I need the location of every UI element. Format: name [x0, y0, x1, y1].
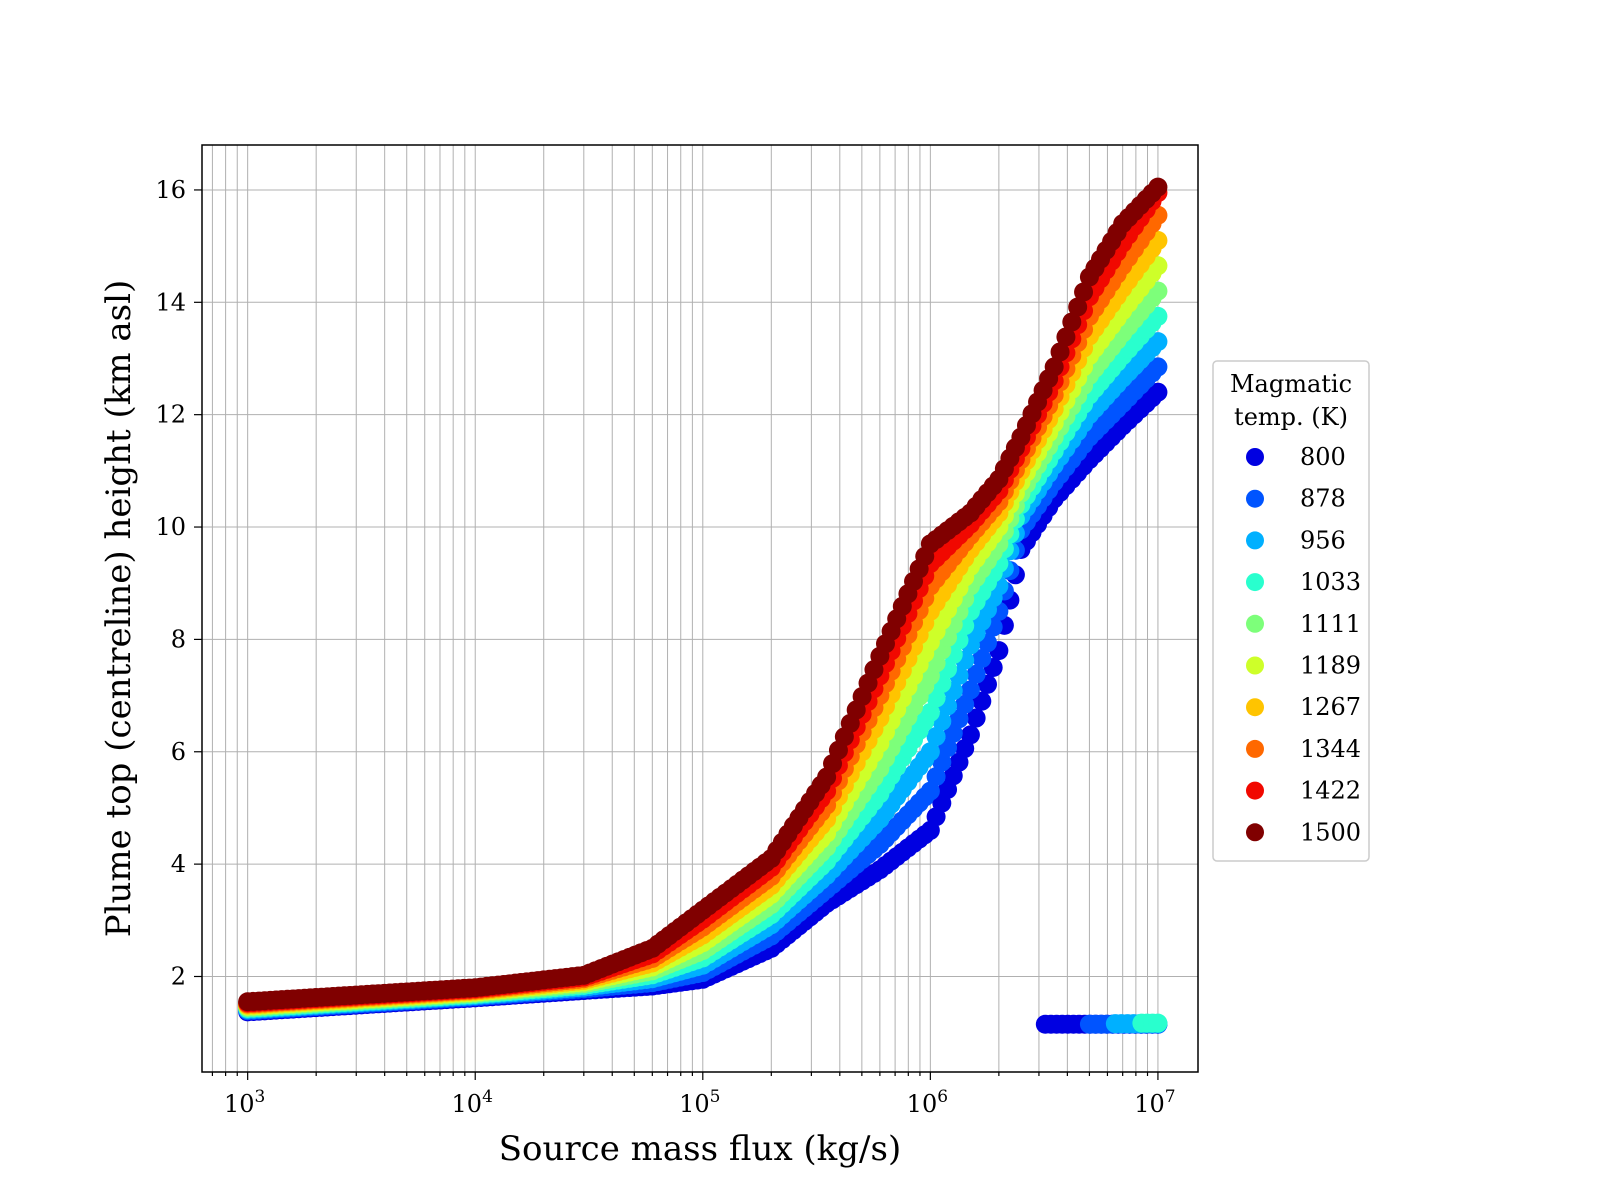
legend: Magmatic temp. (K) 800 878 956 1033 1111 1189… — [1212, 360, 1370, 862]
data-point — [926, 688, 946, 708]
data-point — [920, 702, 940, 722]
legend-label: 1189 — [1300, 652, 1361, 680]
y-axis-label: Plume top (centreline) height (km asl) — [99, 280, 139, 938]
legend-marker — [1246, 781, 1264, 800]
data-point — [1148, 357, 1168, 377]
x-tick-label: 104 — [452, 1087, 493, 1118]
x-tick-label: 103 — [224, 1087, 265, 1118]
data-point — [1148, 1013, 1168, 1033]
data-point — [966, 708, 986, 728]
legend-marker — [1246, 698, 1264, 717]
x-tick-label: 107 — [1134, 1087, 1175, 1118]
data-point — [943, 723, 963, 743]
legend-entries: 800 878 956 1033 1111 1189 1267 1344 1422 1500 — [1246, 443, 1361, 846]
data-point — [960, 680, 980, 700]
legend-marker — [1246, 448, 1264, 466]
legend-marker — [1246, 531, 1264, 550]
data-point — [1148, 332, 1168, 352]
legend-label: 800 — [1300, 443, 1346, 471]
x-axis-label: Source mass flux (kg/s) — [499, 1129, 901, 1169]
data-point — [926, 727, 946, 747]
legend-title: Magmatic — [1230, 370, 1352, 398]
data-points — [238, 177, 1168, 1034]
legend-label: 1500 — [1300, 818, 1361, 846]
data-point — [955, 694, 975, 714]
y-tick-label: 12 — [155, 401, 186, 429]
data-point — [966, 664, 986, 684]
data-point — [1056, 327, 1076, 347]
y-tick-label: 16 — [155, 176, 186, 204]
axis-ticks: 103 104 105 106 107 2 4 6 8 10 12 14 16 — [155, 176, 1175, 1118]
data-point — [972, 649, 992, 668]
legend-marker — [1246, 739, 1264, 758]
legend-label: 1033 — [1300, 568, 1361, 596]
legend-label: 956 — [1300, 526, 1346, 554]
y-tick-label: 4 — [171, 850, 186, 878]
legend-label: 1111 — [1300, 610, 1361, 638]
data-point — [920, 742, 940, 762]
data-point — [1068, 297, 1088, 317]
legend-label: 878 — [1300, 485, 1346, 513]
data-point — [1148, 177, 1168, 197]
x-tick-label: 105 — [679, 1087, 720, 1118]
data-point — [1050, 342, 1070, 362]
plot-frame — [201, 144, 1199, 1073]
y-tick-label: 8 — [171, 625, 186, 653]
y-tick-label: 10 — [155, 513, 186, 541]
data-point — [1148, 306, 1168, 326]
legend-marker — [1246, 823, 1264, 842]
data-point — [920, 781, 940, 801]
legend-box — [1212, 360, 1370, 862]
legend-marker — [1246, 656, 1264, 675]
data-point — [1148, 382, 1168, 402]
data-point — [926, 767, 946, 787]
x-tick-label: 106 — [907, 1087, 948, 1118]
y-tick-label: 2 — [171, 962, 186, 990]
data-point — [1074, 282, 1094, 302]
legend-marker — [1246, 573, 1264, 592]
data-point — [949, 709, 969, 729]
legend-title: temp. (K) — [1234, 403, 1348, 431]
legend-label: 1344 — [1300, 735, 1361, 763]
y-tick-label: 6 — [171, 738, 186, 766]
data-point — [1044, 357, 1064, 377]
legend-marker — [1246, 489, 1264, 508]
y-tick-label: 14 — [155, 288, 186, 316]
legend-marker — [1246, 614, 1264, 633]
legend-label: 1422 — [1300, 777, 1361, 805]
data-point — [960, 725, 980, 745]
legend-label: 1267 — [1300, 693, 1361, 721]
data-point — [1062, 312, 1082, 332]
